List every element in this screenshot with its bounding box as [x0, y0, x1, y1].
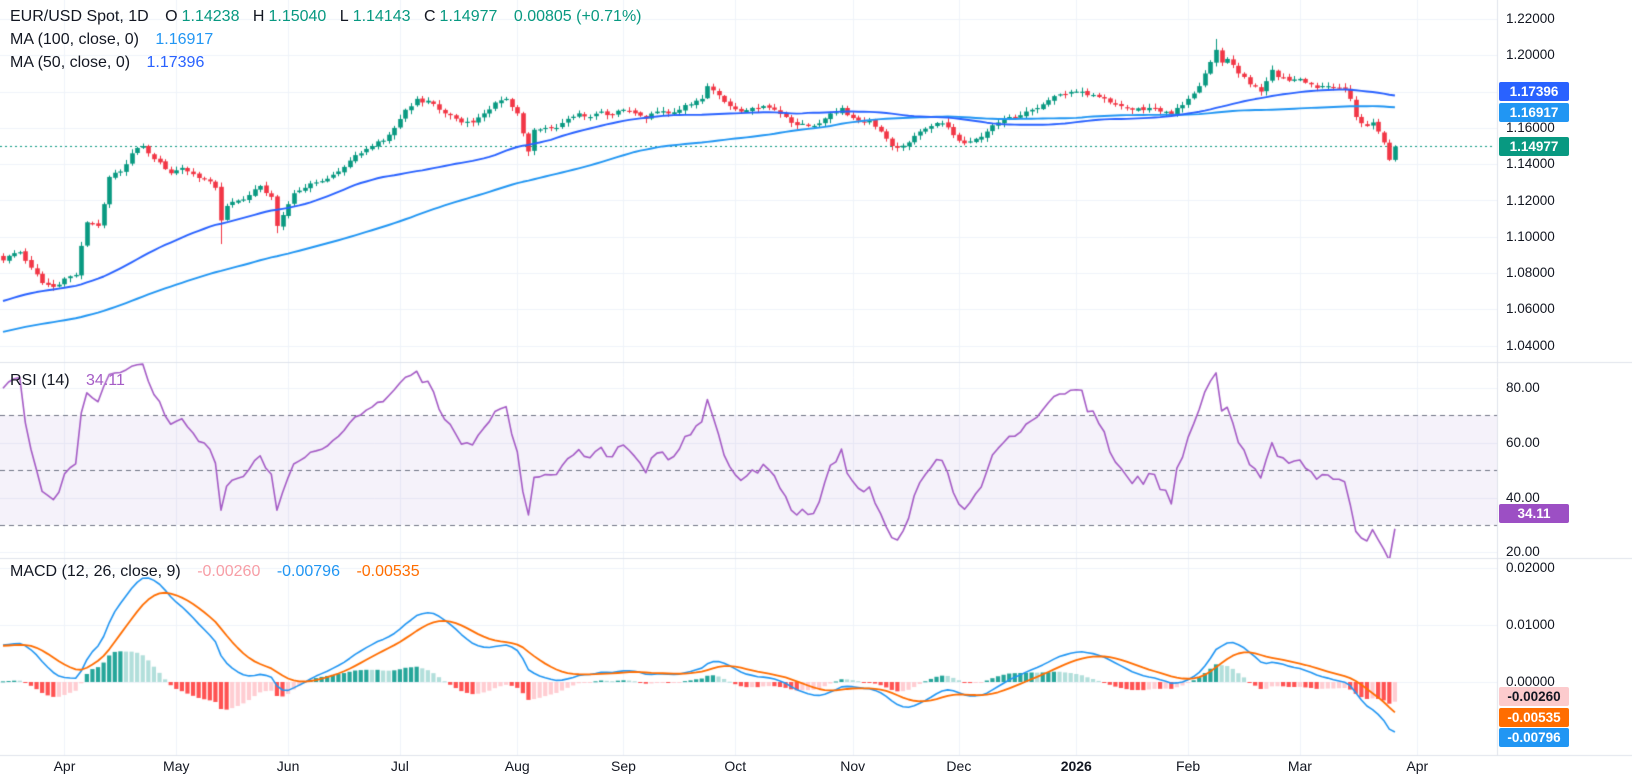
macd-histogram-value: -0.00260	[197, 563, 261, 580]
ma100-legend[interactable]: MA (100, close, 0) 1.16917	[10, 31, 213, 49]
high-value: 1.15040	[268, 8, 327, 25]
close-value: 1.14977	[439, 8, 498, 25]
ma100-value: 1.16917	[155, 31, 214, 48]
macd-legend[interactable]: MACD (12, 26, close, 9) -0.00260 -0.0079…	[10, 563, 420, 581]
high-label: H	[252, 8, 265, 25]
ma50-legend[interactable]: MA (50, close, 0) 1.17396	[10, 54, 204, 72]
rsi-legend[interactable]: RSI (14) 34.11	[10, 372, 125, 390]
rsi-label: RSI (14)	[10, 372, 70, 389]
open-value: 1.14238	[181, 8, 240, 25]
close-label: C	[423, 8, 436, 25]
low-label: L	[339, 8, 349, 25]
symbol-title: EUR/USD Spot, 1D	[10, 8, 149, 25]
low-value: 1.14143	[352, 8, 411, 25]
open-label: O	[165, 8, 178, 25]
symbol-legend[interactable]: EUR/USD Spot, 1D O 1.14238 H 1.15040 L 1.14…	[10, 8, 642, 26]
rsi-value: 34.11	[86, 372, 125, 389]
change-value: 0.00805 (+0.71%)	[513, 8, 642, 25]
macd-line-value: -0.00796	[276, 563, 340, 580]
ma50-label: MA (50, close, 0)	[10, 54, 131, 71]
ma50-value: 1.17396	[146, 54, 205, 71]
macd-label: MACD (12, 26, close, 9)	[10, 563, 181, 580]
macd-signal-value: -0.00535	[356, 563, 420, 580]
ma100-label: MA (100, close, 0)	[10, 31, 139, 48]
